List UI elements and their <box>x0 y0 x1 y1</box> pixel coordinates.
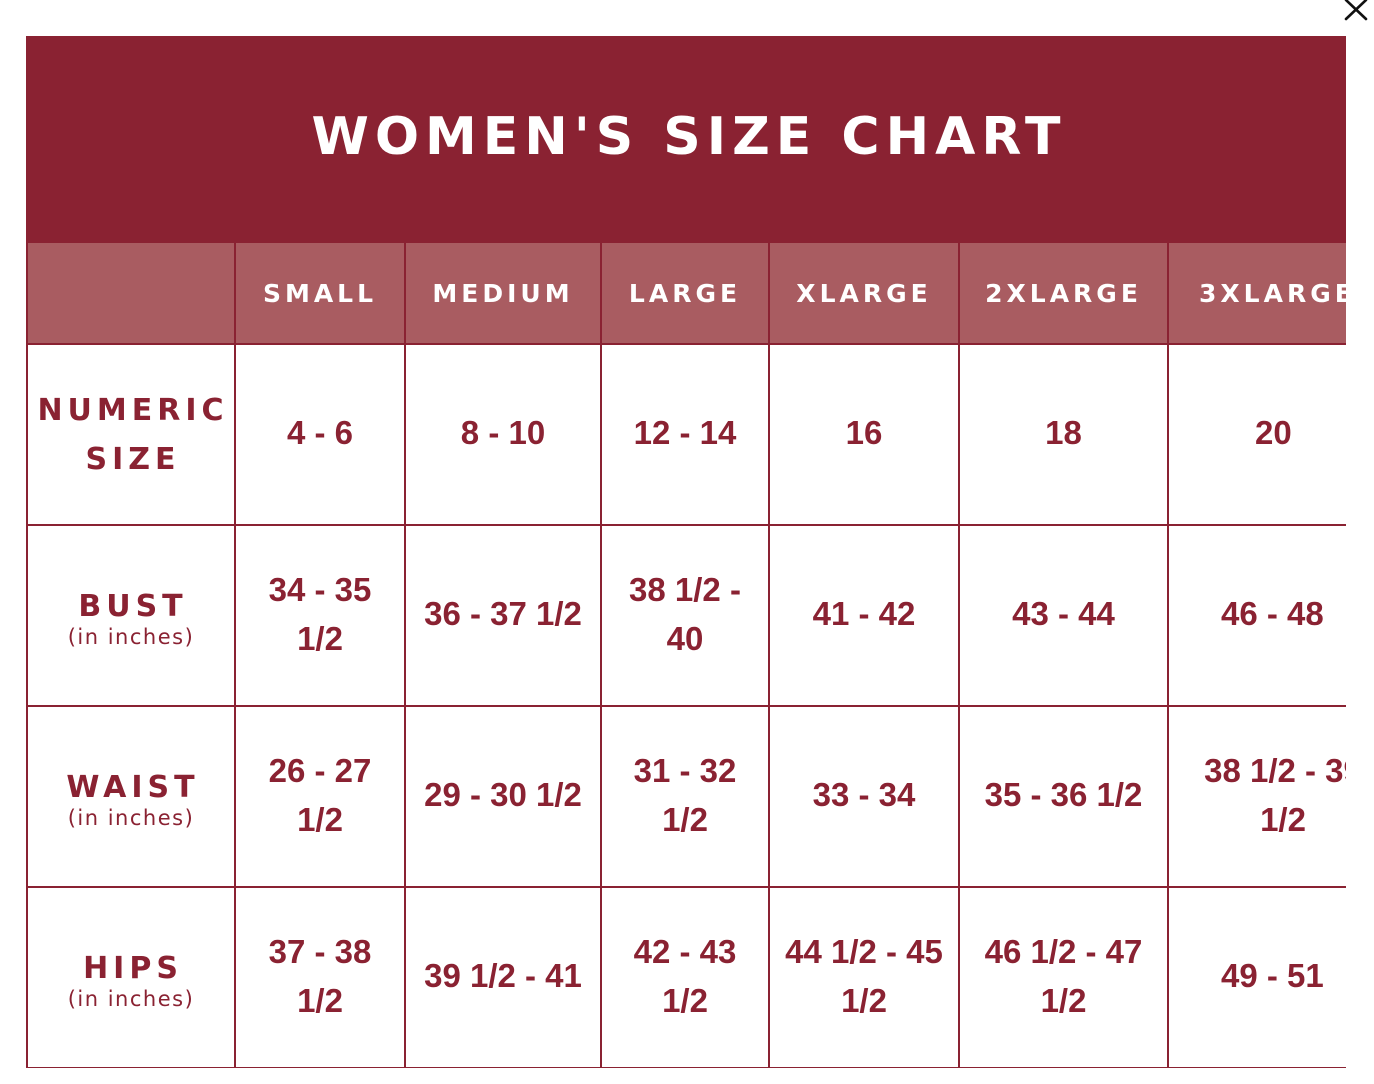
column-header-xlarge: XLARGE <box>768 241 960 345</box>
table-cell: 31 - 32 1/2 <box>600 705 770 888</box>
table-cell: 37 - 38 1/2 <box>234 886 406 1068</box>
cell-value: 46 - 48 <box>1221 595 1324 632</box>
table-row-waist: WAIST (in inches) 26 - 27 1/2 29 - 30 1/… <box>26 705 1346 888</box>
cell-value: 29 - 30 1/2 <box>424 776 582 813</box>
cell-value: 8 - 10 <box>460 414 546 451</box>
close-icon <box>1344 0 1368 21</box>
row-header-numeric-size: NUMERIC SIZE <box>26 343 236 526</box>
row-header-waist: WAIST (in inches) <box>26 705 236 888</box>
cell-value: 26 - 27 1/2 <box>268 751 372 838</box>
table-cell: 38 1/2 - 40 <box>600 524 770 707</box>
table-cell: 18 <box>958 343 1169 526</box>
table-cell: 8 - 10 <box>404 343 602 526</box>
cell-value: 41 - 42 <box>812 595 916 632</box>
row-header-label-line2: SIZE <box>85 441 181 477</box>
size-chart-header: WOMEN'S SIZE CHART <box>26 36 1346 241</box>
cell-value: 38 1/2 - 39 1/2 <box>1204 751 1346 838</box>
table-cell: 16 <box>768 343 960 526</box>
cell-value: 37 - 38 1/2 <box>268 932 372 1019</box>
row-header-label: WAIST <box>66 770 200 805</box>
table-cell: 26 - 27 1/2 <box>234 705 406 888</box>
table-cell: 44 1/2 - 45 1/2 <box>768 886 960 1068</box>
table-cell: 36 - 37 1/2 <box>404 524 602 707</box>
cell-value: 4 - 6 <box>286 414 354 451</box>
table-cell: 46 - 48 <box>1167 524 1346 707</box>
table-cell: 4 - 6 <box>234 343 406 526</box>
size-chart-title: WOMEN'S SIZE CHART <box>311 106 1067 167</box>
cell-value: 34 - 35 1/2 <box>268 570 372 657</box>
column-header-small: SMALL <box>234 241 406 345</box>
table-cell: 41 - 42 <box>768 524 960 707</box>
row-header-unit: (in inches) <box>67 987 195 1011</box>
row-header-bust: BUST (in inches) <box>26 524 236 707</box>
cell-value: 46 1/2 - 47 1/2 <box>984 932 1143 1019</box>
column-header-2xlarge: 2XLARGE <box>958 241 1169 345</box>
size-table: SMALL MEDIUM LARGE XLARGE 2XLARGE 3XLARG… <box>26 241 1346 1068</box>
cell-value: 35 - 36 1/2 <box>984 776 1143 813</box>
table-row-numeric-size: NUMERIC SIZE 4 - 6 8 - 10 12 - 14 16 18 … <box>26 343 1346 526</box>
cell-value: 20 <box>1255 414 1292 451</box>
cell-value: 31 - 32 1/2 <box>633 751 737 838</box>
size-chart: WOMEN'S SIZE CHART SMALL MEDIUM LARGE XL… <box>26 36 1346 1068</box>
row-header-label: HIPS <box>83 951 183 986</box>
row-header-label: BUST <box>78 589 188 624</box>
table-cell: 46 1/2 - 47 1/2 <box>958 886 1169 1068</box>
cell-value: 42 - 43 1/2 <box>633 932 737 1019</box>
cell-value: 43 - 44 <box>1012 595 1115 632</box>
column-header-large: LARGE <box>600 241 770 345</box>
table-cell: 42 - 43 1/2 <box>600 886 770 1068</box>
table-cell: 12 - 14 <box>600 343 770 526</box>
table-cell: 43 - 44 <box>958 524 1169 707</box>
table-cell: 20 <box>1167 343 1346 526</box>
cell-value: 38 1/2 - 40 <box>629 570 741 657</box>
column-header-row: SMALL MEDIUM LARGE XLARGE 2XLARGE 3XLARG… <box>26 241 1346 345</box>
table-cell: 38 1/2 - 39 1/2 <box>1167 705 1346 888</box>
table-cell: 33 - 34 <box>768 705 960 888</box>
table-row-bust: BUST (in inches) 34 - 35 1/2 36 - 37 1/2… <box>26 524 1346 707</box>
table-cell: 34 - 35 1/2 <box>234 524 406 707</box>
column-header-empty <box>26 241 236 345</box>
table-cell: 35 - 36 1/2 <box>958 705 1169 888</box>
cell-value: 18 <box>1045 414 1082 451</box>
row-header-unit: (in inches) <box>67 806 195 830</box>
table-cell: 49 - 51 <box>1167 886 1346 1068</box>
cell-value: 39 1/2 - 41 <box>424 957 582 994</box>
row-header-hips: HIPS (in inches) <box>26 886 236 1068</box>
column-header-3xlarge: 3XLARGE <box>1167 241 1346 345</box>
row-header-label: NUMERIC <box>37 392 229 428</box>
table-row-hips: HIPS (in inches) 37 - 38 1/2 39 1/2 - 41… <box>26 886 1346 1068</box>
table-cell: 39 1/2 - 41 <box>404 886 602 1068</box>
row-header-unit: (in inches) <box>67 625 195 649</box>
column-header-medium: MEDIUM <box>404 241 602 345</box>
cell-value: 33 - 34 <box>812 776 916 813</box>
close-button[interactable] <box>1336 0 1374 24</box>
cell-value: 16 <box>845 414 883 451</box>
cell-value: 44 1/2 - 45 1/2 <box>785 932 943 1019</box>
cell-value: 12 - 14 <box>633 414 737 451</box>
table-cell: 29 - 30 1/2 <box>404 705 602 888</box>
cell-value: 49 - 51 <box>1221 957 1324 994</box>
cell-value: 36 - 37 1/2 <box>424 595 582 632</box>
